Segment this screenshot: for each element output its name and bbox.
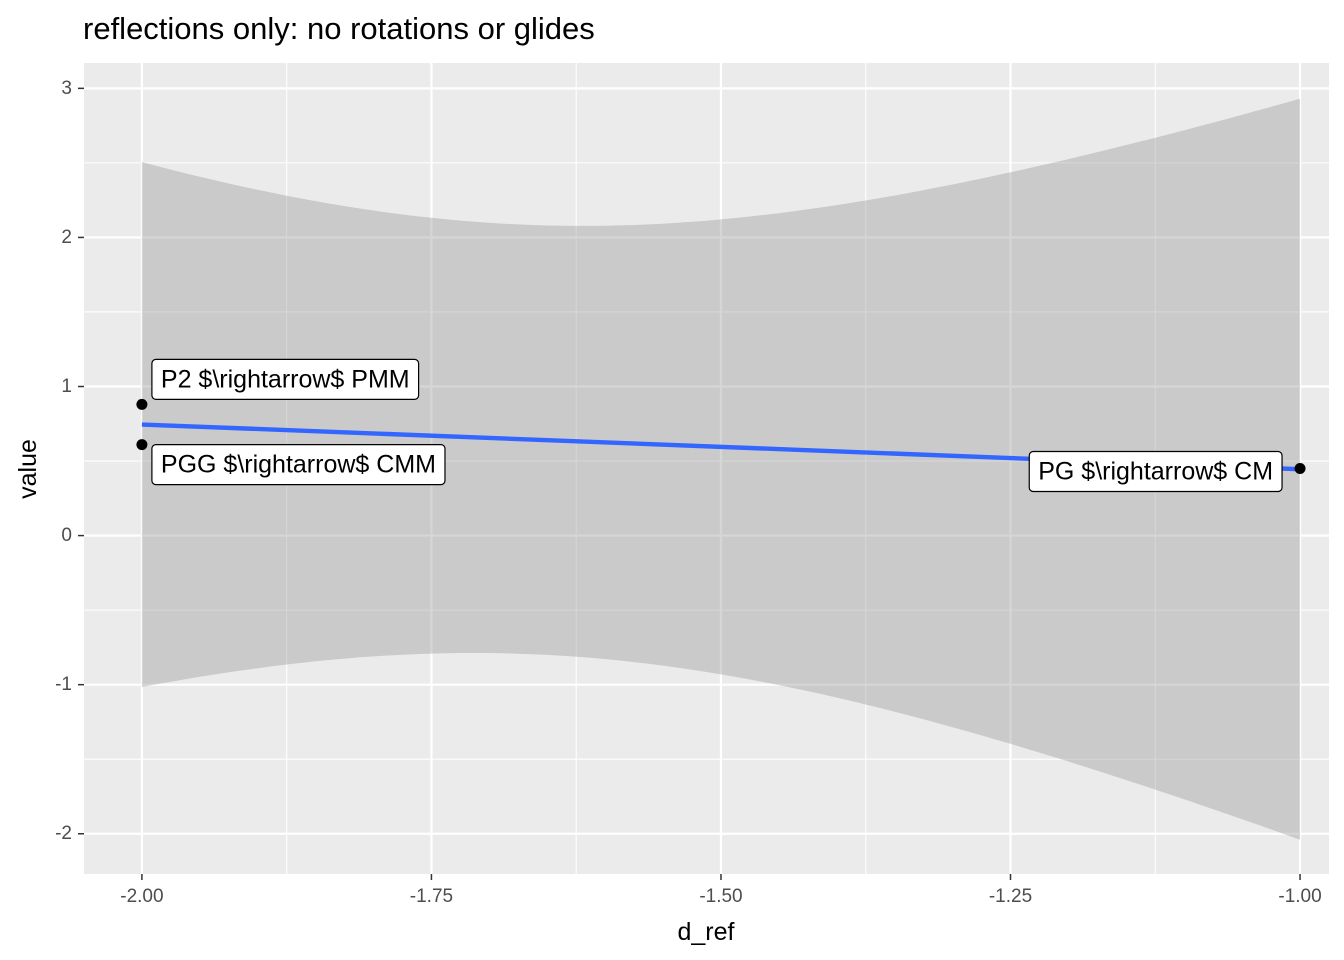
x-axis: -2.00 -1.75 -1.50 -1.25 -1.00 <box>120 874 1322 907</box>
point-label-box <box>1028 450 1283 493</box>
x-tick-label: -1.75 <box>410 886 453 907</box>
confidence-band <box>141 98 1300 840</box>
y-tick-label: 2 <box>61 227 72 248</box>
y-tick-label: -1 <box>55 674 72 695</box>
y-axis-title: value <box>14 439 42 499</box>
x-tick-label: -1.25 <box>989 886 1032 907</box>
point-label-text: PG $\rightarrow$ CM <box>1038 458 1273 486</box>
chart-title: reflections only: no rotations or glides <box>83 11 595 46</box>
confidence-band-layer <box>141 98 1300 840</box>
y-axis: -2 -1 0 1 2 3 <box>55 78 84 844</box>
point-label: PG $\rightarrow$ CM <box>1028 450 1283 493</box>
point-label-box <box>151 358 420 400</box>
x-axis-title: d_ref <box>678 918 735 946</box>
points-layer <box>136 398 1306 474</box>
data-point <box>1294 463 1306 474</box>
y-tick-label: 1 <box>61 376 72 397</box>
y-tick-label: 3 <box>61 78 72 99</box>
data-point <box>136 439 148 451</box>
data-point <box>136 398 148 410</box>
x-tick-label: -1.00 <box>1278 886 1321 907</box>
x-tick-label: -2.00 <box>120 886 163 907</box>
point-label: P2 $\rightarrow$ PMM <box>151 358 420 400</box>
point-labels-layer: P2 $\rightarrow$ PMM PGG $\rightarrow$ CM… <box>151 358 1283 493</box>
point-label-text: PGG $\rightarrow$ CMM <box>161 451 436 479</box>
point-label-text: P2 $\rightarrow$ PMM <box>161 365 410 393</box>
y-tick-label: 0 <box>61 525 72 546</box>
x-tick-label: -1.50 <box>699 886 742 907</box>
point-label: PGG $\rightarrow$ CMM <box>151 444 446 486</box>
point-label-box <box>151 444 446 486</box>
y-tick-label: -2 <box>55 823 72 844</box>
